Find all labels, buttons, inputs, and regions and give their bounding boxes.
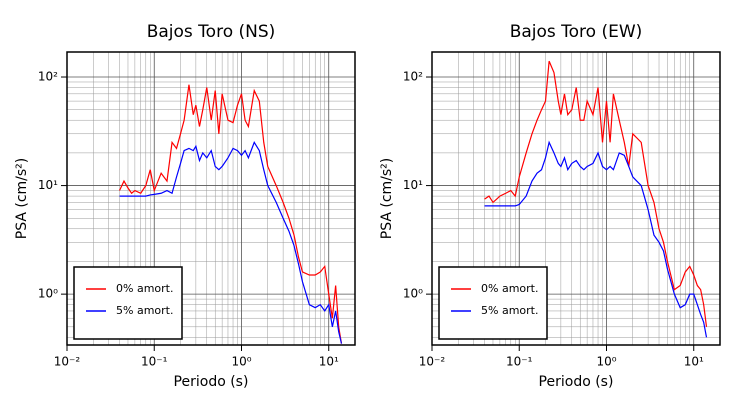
x-axis-label: Periodo (s) [174, 374, 249, 390]
legend-label: 0% amort. [481, 282, 538, 295]
chart-title: Bajos Toro (EW) [510, 22, 643, 42]
y-tick-label: 10² [38, 70, 58, 84]
y-tick-label: 10⁰ [38, 287, 58, 301]
legend-label: 5% amort. [481, 304, 538, 317]
legend-label: 0% amort. [116, 282, 173, 295]
y-tick-label: 10¹ [38, 178, 58, 192]
legend-box [438, 266, 548, 340]
x-tick-label: 10¹ [684, 355, 704, 369]
x-tick-label: 10⁰ [231, 355, 251, 369]
series-line [118, 84, 343, 344]
legend-label: 5% amort. [116, 304, 173, 317]
x-tick-label: 10⁻¹ [506, 355, 533, 369]
y-axis-label: PSA (cm/s²) [379, 158, 395, 240]
chart: Bajos Toro (NS) Periodo (s) PSA (cm/s²) 10⁻… [14, 22, 356, 390]
series-line [484, 140, 708, 338]
y-tick-label: 10¹ [403, 178, 423, 192]
legend-box [73, 266, 183, 340]
plot-frame [66, 51, 356, 346]
plot-frame [431, 51, 721, 346]
x-tick-label: 10⁻² [54, 355, 81, 369]
x-tick-label: 10¹ [319, 355, 339, 369]
x-axis-label: Periodo (s) [539, 374, 614, 390]
chart: Bajos Toro (EW) Periodo (s) PSA (cm/s²) 10⁻… [379, 22, 721, 390]
y-tick-label: 10⁰ [403, 287, 423, 301]
x-tick-label: 10⁻² [419, 355, 446, 369]
series-line [119, 141, 343, 344]
y-axis-label: PSA (cm/s²) [14, 158, 30, 240]
y-tick-label: 10² [403, 70, 423, 84]
series-line [484, 60, 708, 327]
x-tick-label: 10⁰ [596, 355, 616, 369]
chart-title: Bajos Toro (NS) [147, 22, 276, 42]
x-tick-label: 10⁻¹ [141, 355, 168, 369]
